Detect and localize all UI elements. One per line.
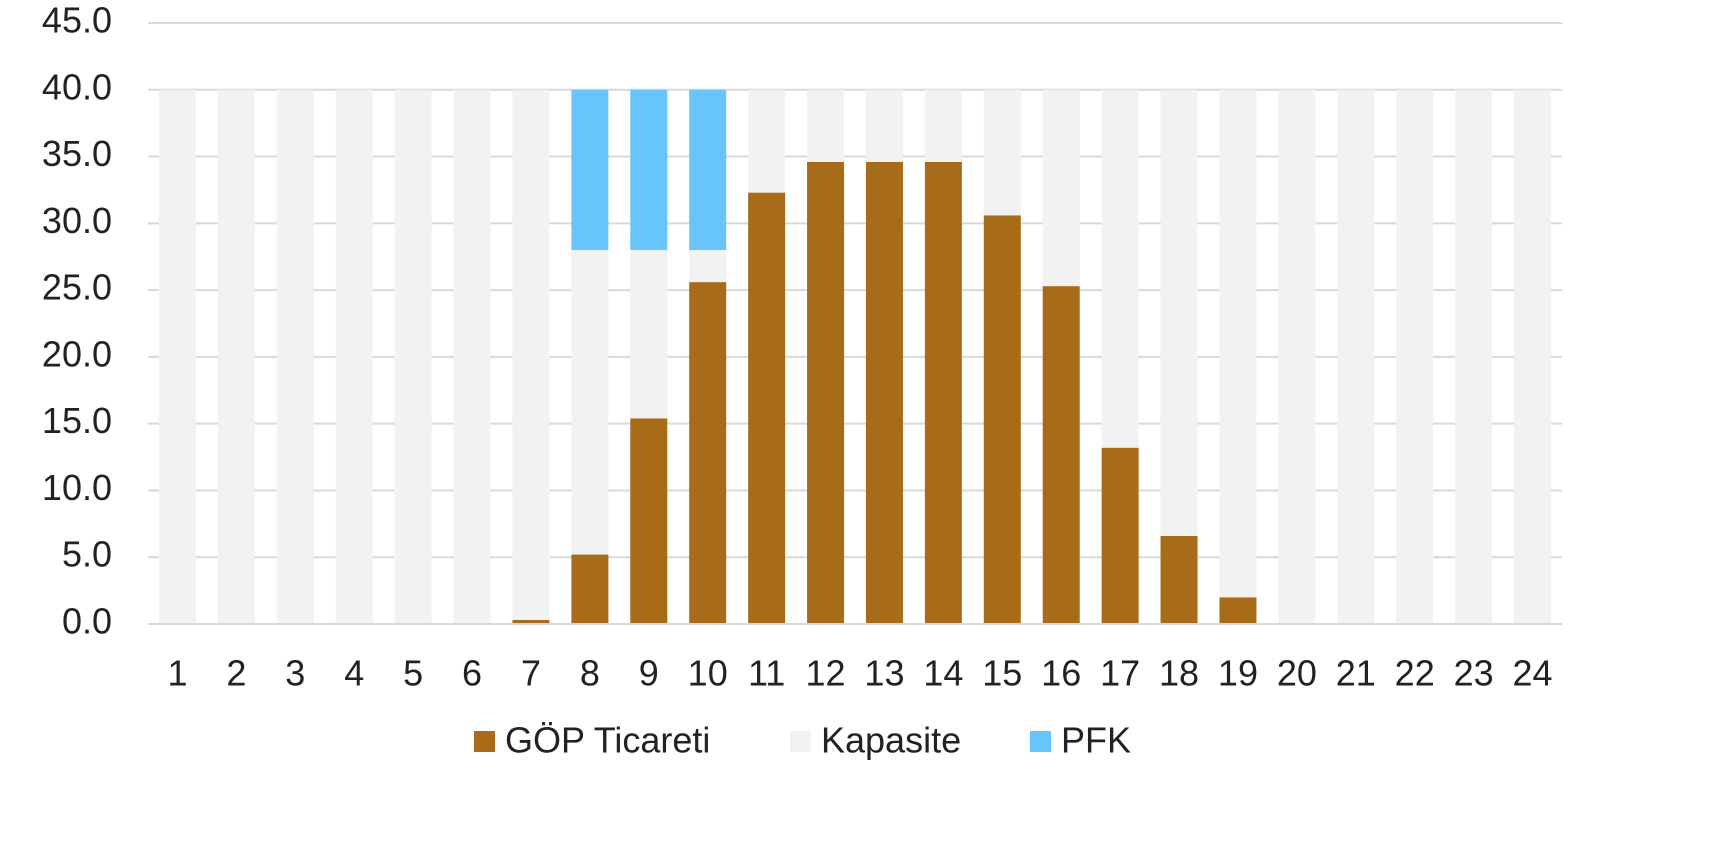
- bar-segment: [924, 161, 962, 625]
- bar-segment: [1160, 89, 1198, 536]
- bar-segment: [865, 89, 903, 162]
- bar-segment: [1042, 89, 1080, 287]
- x-tick-label: 6: [462, 653, 482, 694]
- bar-segment: [394, 89, 432, 625]
- x-tick-label: 14: [923, 653, 963, 694]
- bar-segment: [748, 192, 786, 625]
- y-tick-label: 20.0: [42, 333, 112, 374]
- legend-label: GÖP Ticareti: [505, 720, 710, 761]
- x-tick-label: 20: [1277, 653, 1317, 694]
- bar-segment: [807, 161, 845, 625]
- bar-segment: [748, 89, 786, 193]
- x-tick-label: 9: [639, 653, 659, 694]
- bar-segment: [571, 554, 609, 624]
- y-tick-label: 15.0: [42, 400, 112, 441]
- x-tick-label: 7: [521, 653, 541, 694]
- bar-segment: [1219, 89, 1257, 598]
- bar-segment: [1396, 89, 1434, 625]
- x-tick-label: 19: [1218, 653, 1258, 694]
- x-tick-label: 11: [748, 653, 785, 694]
- bar-segment: [276, 89, 314, 625]
- legend-swatch: [790, 731, 811, 752]
- y-tick-label: 35.0: [42, 133, 112, 174]
- bar-segment: [1042, 286, 1080, 624]
- x-tick-label: 10: [688, 653, 728, 694]
- bar-segment: [1160, 535, 1198, 624]
- x-tick-label: 22: [1395, 653, 1435, 694]
- bar-segment: [1278, 89, 1316, 625]
- bar-segment: [983, 215, 1021, 624]
- bar-segment: [630, 418, 668, 624]
- bar-segment: [1337, 89, 1375, 625]
- x-tick-label: 2: [226, 653, 246, 694]
- bar-segment: [1101, 447, 1139, 624]
- bar-segment: [689, 250, 727, 283]
- bar-segment: [1455, 89, 1493, 625]
- x-tick-label: 8: [580, 653, 600, 694]
- y-tick-label: 10.0: [42, 467, 112, 508]
- bar-segment: [335, 89, 373, 625]
- bar-segment: [512, 619, 550, 624]
- x-tick-label: 15: [982, 653, 1022, 694]
- y-tick-label: 5.0: [62, 534, 112, 575]
- bar-segment: [807, 89, 845, 162]
- bar-segment: [689, 282, 727, 624]
- x-tick-label: 5: [403, 653, 423, 694]
- bar-segment: [453, 89, 491, 625]
- bar-segment: [1219, 597, 1257, 624]
- x-tick-label: 1: [167, 653, 187, 694]
- bar-segment: [217, 89, 255, 625]
- bar-segment: [689, 89, 727, 251]
- bar-segment: [865, 161, 903, 625]
- x-tick-label: 4: [344, 653, 364, 694]
- x-tick-label: 21: [1336, 653, 1376, 694]
- y-tick-label: 40.0: [42, 66, 112, 107]
- x-tick-label: 17: [1100, 653, 1140, 694]
- legend-label: Kapasite: [821, 720, 961, 761]
- bar-segment: [512, 89, 550, 620]
- bar-segment: [571, 250, 609, 555]
- bar-segment: [158, 89, 196, 625]
- legend-label: PFK: [1061, 720, 1131, 761]
- legend-swatch: [474, 731, 495, 752]
- y-tick-label: 0.0: [62, 601, 112, 642]
- y-tick-label: 25.0: [42, 267, 112, 308]
- x-tick-label: 12: [806, 653, 846, 694]
- y-tick-label: 45.0: [42, 0, 112, 41]
- x-tick-label: 23: [1454, 653, 1494, 694]
- bar-segment: [983, 89, 1021, 216]
- bar-segment: [924, 89, 962, 162]
- bar-segment: [630, 89, 668, 251]
- bar-segment: [630, 250, 668, 419]
- y-tick-label: 30.0: [42, 200, 112, 241]
- x-tick-label: 13: [864, 653, 904, 694]
- legend-swatch: [1030, 731, 1051, 752]
- bar-segment: [1101, 89, 1139, 448]
- x-tick-label: 24: [1513, 653, 1553, 694]
- bar-segment: [1514, 89, 1552, 625]
- bar-segment: [571, 89, 609, 251]
- x-tick-label: 18: [1159, 653, 1199, 694]
- x-tick-label: 3: [285, 653, 305, 694]
- x-tick-label: 16: [1041, 653, 1081, 694]
